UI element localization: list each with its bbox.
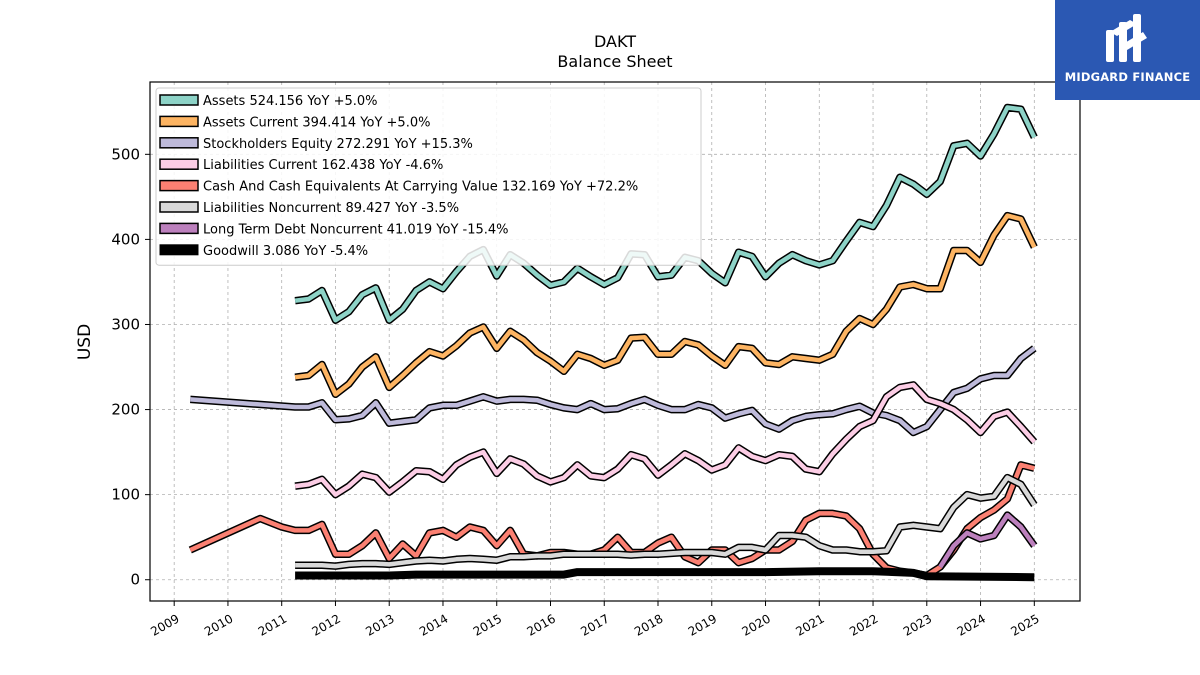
legend-entry: Assets 524.156 YoY +5.0%	[203, 94, 378, 109]
legend-swatch	[159, 94, 199, 106]
x-tick-label: 2015	[471, 611, 504, 638]
series-layer	[188, 103, 1038, 582]
x-tick-label: 2019	[686, 611, 719, 638]
y-tick-label: 0	[130, 571, 140, 589]
x-tick-label: 2010	[202, 611, 235, 638]
legend-swatch	[159, 179, 199, 192]
legend-swatch	[159, 137, 199, 149]
chart-subtitle: Balance Sheet	[557, 52, 672, 71]
y-tick-label: 500	[111, 145, 140, 163]
legend-entry: Liabilities Current 162.438 YoY -4.6%	[203, 158, 443, 173]
x-tick-label: 2025	[1008, 611, 1041, 638]
x-tick-label: 2012	[310, 611, 343, 638]
legend-entry: Goodwill 3.086 YoY -5.4%	[203, 244, 368, 259]
series-7	[295, 567, 1035, 582]
x-tick-label: 2023	[901, 611, 934, 638]
legend-entry: Stockholders Equity 272.291 YoY +15.3%	[203, 137, 473, 152]
legend-swatch	[159, 115, 199, 128]
series-line	[294, 382, 1036, 497]
chart-title: DAKT	[594, 32, 636, 51]
legend: Assets 524.156 YoY +5.0% Assets Current 3…	[155, 87, 702, 266]
x-tick-label: 2009	[148, 611, 181, 638]
brand-logo: MIDGARD FINANCE	[1055, 0, 1200, 100]
y-axis-label: USD	[75, 324, 95, 360]
legend-swatch	[159, 244, 199, 256]
x-tick-label: 2021	[793, 611, 826, 638]
x-tick-label: 2017	[578, 611, 611, 638]
x-tick-label: 2013	[363, 611, 396, 638]
series-line	[294, 105, 1037, 323]
x-tick-label: 2014	[417, 611, 450, 638]
x-tick-label: 2020	[740, 611, 773, 638]
series-1	[294, 211, 1038, 399]
legend-swatch	[159, 158, 199, 170]
y-tick-label: 400	[111, 230, 140, 248]
y-tick-label: 200	[111, 401, 140, 419]
legend-entry: Assets Current 394.414 YoY +5.0%	[203, 115, 430, 130]
y-tick-label: 100	[111, 486, 140, 504]
series-2	[190, 345, 1037, 437]
series-line	[294, 213, 1037, 397]
legend-swatch	[159, 222, 199, 235]
legend-entry: Long Term Debt Noncurrent 41.019 YoY -15…	[203, 222, 509, 237]
logo-mark-icon	[1106, 14, 1147, 62]
legend-box	[155, 87, 702, 266]
series-5	[295, 473, 1038, 570]
series-0	[294, 103, 1038, 324]
x-tick-label: 2022	[847, 611, 880, 638]
series-line	[938, 512, 1037, 569]
x-tick-label: 2016	[525, 611, 558, 638]
legend-swatch	[159, 201, 199, 213]
series-line	[190, 346, 1036, 435]
y-tick-label: 300	[111, 315, 140, 333]
x-tick-label: 2018	[632, 611, 665, 638]
legend-entry: Cash And Cash Equivalents At Carrying Va…	[203, 180, 638, 195]
logo-text: MIDGARD FINANCE	[1064, 70, 1191, 84]
series-line	[295, 567, 1035, 582]
x-tick-label: 2011	[256, 611, 289, 638]
plot-frame	[149, 81, 1081, 602]
legend-entry: Liabilities Noncurrent 89.427 YoY -3.5%	[203, 201, 459, 216]
x-tick-label: 2024	[955, 611, 988, 638]
series-3	[294, 381, 1038, 499]
series-6	[937, 511, 1038, 570]
series-line	[295, 475, 1037, 569]
